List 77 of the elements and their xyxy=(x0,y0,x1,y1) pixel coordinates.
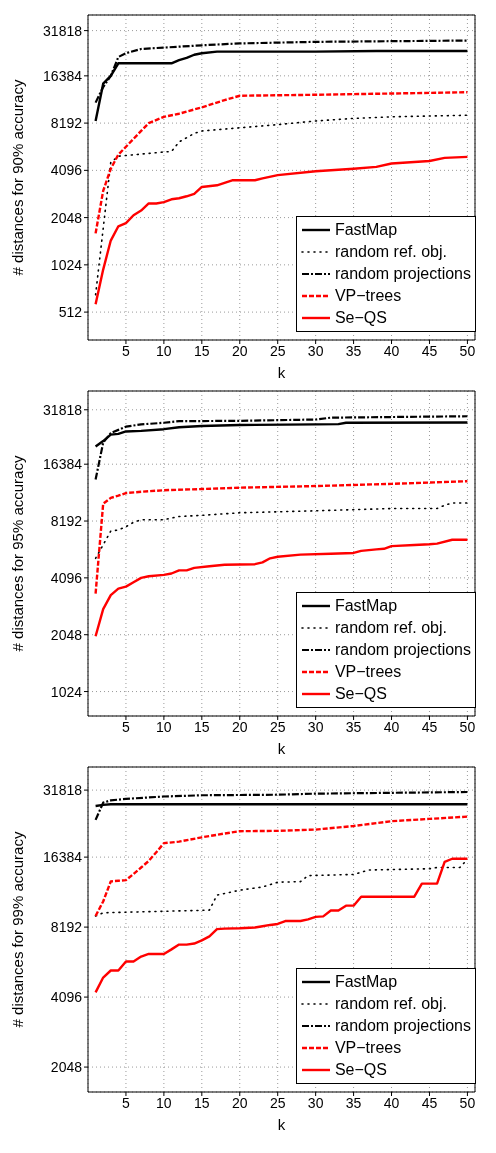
x-tick-label: 10 xyxy=(156,1094,172,1111)
legend-label: VP−trees xyxy=(334,662,402,682)
y-tick-label: 4096 xyxy=(50,989,83,1006)
legend-label: random projections xyxy=(334,640,471,660)
legend-label: Se−QS xyxy=(334,308,387,328)
y-tick-label: 31818 xyxy=(43,782,83,799)
y-tick-label: 4096 xyxy=(50,162,83,179)
x-tick-label: 50 xyxy=(459,342,476,359)
y-tick-label: 8192 xyxy=(50,919,83,936)
x-tick-label: 25 xyxy=(269,342,286,359)
y-tick-label: 8192 xyxy=(50,513,83,529)
x-tick-label: 35 xyxy=(345,342,362,359)
x-tick-label: 30 xyxy=(307,718,324,735)
y-tick-label: 512 xyxy=(58,304,83,321)
x-tick-label: 10 xyxy=(156,718,172,735)
legend-label: FastMap xyxy=(334,596,398,616)
x-tick-label: 5 xyxy=(122,342,131,359)
x-tick-label: 15 xyxy=(194,1094,210,1111)
legend-label: random ref. obj. xyxy=(334,618,447,638)
legend-label: Se−QS xyxy=(334,684,387,704)
x-tick-label: 40 xyxy=(383,342,400,359)
x-axis-title: k xyxy=(277,740,286,757)
x-tick-label: 20 xyxy=(231,718,248,735)
y-axis-title: # distances for 95% accuracy xyxy=(9,455,27,652)
line-series xyxy=(94,790,469,821)
legend-label: random projections xyxy=(334,264,471,284)
line-series xyxy=(94,502,469,560)
x-tick-label: 20 xyxy=(231,1094,248,1111)
y-tick-label: 4096 xyxy=(50,569,83,586)
line-series xyxy=(94,155,469,306)
y-tick-label: 1024 xyxy=(50,256,83,273)
x-tick-label: 5 xyxy=(122,718,131,735)
x-axis-title: k xyxy=(277,364,286,381)
x-tick-label: 25 xyxy=(269,1094,286,1111)
x-tick-label: 50 xyxy=(459,1094,476,1111)
x-tick-label: 15 xyxy=(194,718,210,735)
legend-label: VP−trees xyxy=(334,286,402,306)
y-tick-label: 31818 xyxy=(43,401,83,418)
y-tick-label: 16384 xyxy=(43,456,83,473)
legend-label: FastMap xyxy=(334,972,398,992)
y-tick-label: 2048 xyxy=(50,1059,83,1076)
y-tick-label: 31818 xyxy=(43,22,83,39)
x-tick-label: 50 xyxy=(459,718,476,735)
x-tick-label: 30 xyxy=(307,1094,324,1111)
y-tick-label: 16384 xyxy=(43,849,83,866)
legend-label: random projections xyxy=(334,1016,471,1036)
x-tick-label: 40 xyxy=(383,718,400,735)
y-tick-label: 2048 xyxy=(50,209,83,226)
line-series xyxy=(94,857,469,994)
legend-label: random ref. obj. xyxy=(334,994,447,1014)
legend-label: VP−trees xyxy=(334,1038,402,1058)
y-tick-label: 16384 xyxy=(43,67,83,84)
x-tick-label: 30 xyxy=(307,342,324,359)
x-tick-label: 45 xyxy=(421,718,438,735)
line-series xyxy=(94,538,469,638)
x-tick-label: 5 xyxy=(122,1094,131,1111)
x-tick-label: 25 xyxy=(269,718,286,735)
x-tick-label: 45 xyxy=(421,1094,438,1111)
x-tick-label: 40 xyxy=(383,1094,400,1111)
y-axis-title: # distances for 90% accuracy xyxy=(9,79,27,276)
y-tick-label: 8192 xyxy=(50,115,83,132)
line-series xyxy=(94,815,469,918)
x-tick-label: 45 xyxy=(421,342,438,359)
x-tick-label: 35 xyxy=(345,718,362,735)
line-series xyxy=(94,415,469,481)
x-tick-label: 15 xyxy=(194,342,210,359)
legend-label: Se−QS xyxy=(334,1060,387,1080)
x-axis-title: k xyxy=(277,1116,286,1133)
line-series xyxy=(94,480,469,595)
legend-label: FastMap xyxy=(334,220,398,240)
legend-label: random ref. obj. xyxy=(334,242,447,262)
x-tick-label: 10 xyxy=(156,342,172,359)
x-tick-label: 20 xyxy=(231,342,248,359)
y-tick-label: 2048 xyxy=(50,626,83,643)
y-axis-title: # distances for 99% accuracy xyxy=(9,831,27,1028)
y-tick-label: 1024 xyxy=(50,683,83,700)
x-tick-label: 35 xyxy=(345,1094,362,1111)
